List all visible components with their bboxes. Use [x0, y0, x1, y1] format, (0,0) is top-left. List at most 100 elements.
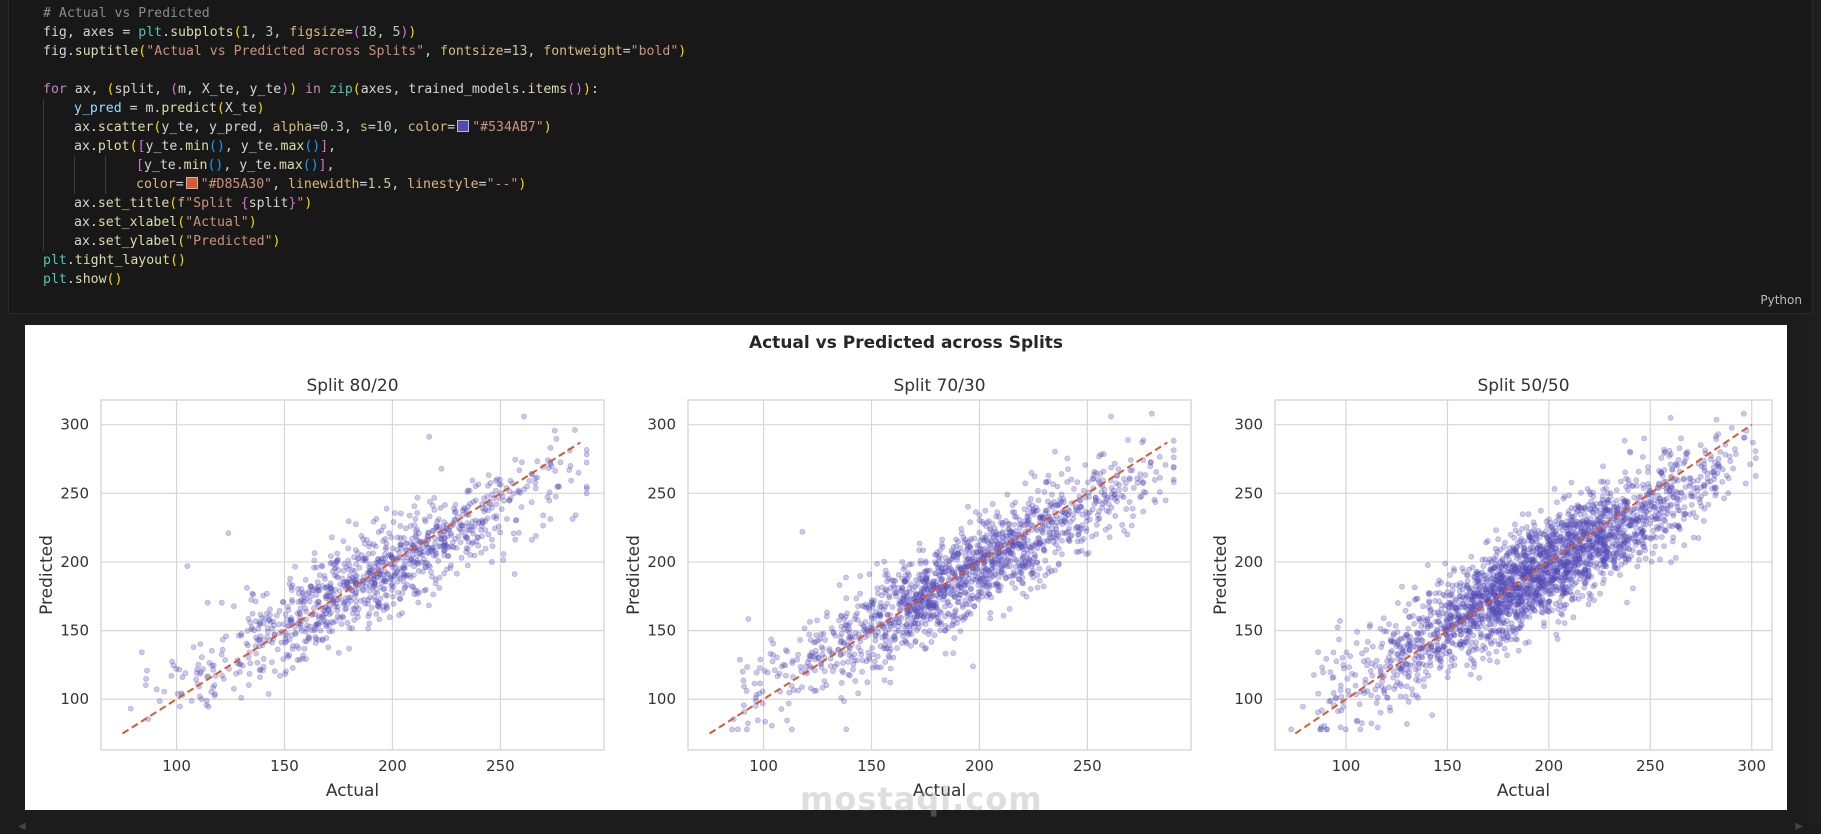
color-swatch-icon[interactable]: [457, 120, 470, 132]
scatter-point: [260, 655, 267, 662]
scatter-point: [494, 476, 501, 482]
scatter-point: [745, 616, 752, 622]
scatter-point: [1635, 539, 1642, 545]
scatter-point: [310, 605, 317, 612]
scatter-point: [176, 703, 183, 710]
scatter-point: [1128, 522, 1135, 529]
scatter-point: [1040, 546, 1047, 553]
scatter-point: [973, 548, 979, 555]
scatter-point: [230, 603, 237, 610]
scatter-point: [983, 532, 990, 539]
scatter-point: [448, 543, 455, 550]
scatter-point: [285, 607, 292, 613]
scatter-point: [922, 569, 928, 576]
scatter-point: [547, 444, 554, 451]
scatter-point: [811, 688, 818, 694]
code-token: tight_layout: [74, 253, 171, 268]
scatter-point: [914, 609, 921, 616]
scatter-point: [925, 612, 932, 619]
scatter-point: [436, 543, 443, 549]
scatter-point: [1344, 675, 1351, 682]
code-token: .: [66, 253, 75, 268]
scatter-point: [1170, 454, 1177, 461]
scatter-point: [382, 568, 388, 575]
scatter-point: [346, 562, 353, 569]
code-editor[interactable]: # Actual vs Predicted fig, axes = plt.sub…: [43, 4, 686, 289]
scatter-point: [745, 720, 751, 727]
scatter-point: [448, 532, 455, 539]
scatter-point: [303, 608, 310, 615]
scatter-point: [1661, 517, 1667, 524]
scatter-point: [1725, 490, 1732, 497]
scatter-point: [1495, 641, 1502, 648]
scatter-point: [1468, 553, 1475, 560]
scatter-point: [1025, 513, 1032, 520]
x-tick-label: 200: [378, 757, 407, 775]
scatter-point: [1624, 498, 1631, 505]
scatter-point: [319, 563, 326, 570]
scatter-point: [262, 615, 268, 622]
scatter-point: [417, 546, 424, 553]
scatter-point: [315, 636, 322, 643]
scatter-point: [1067, 519, 1074, 525]
scatter-point: [1601, 563, 1608, 569]
code-token: ): [518, 177, 527, 192]
scatter-point: [1670, 534, 1677, 541]
code-token: (: [129, 139, 138, 154]
scatter-point: [942, 650, 949, 657]
scatter-point: [453, 544, 460, 551]
scatter-point: [1506, 624, 1513, 631]
scatter-point: [425, 529, 432, 536]
scatter-point: [1330, 649, 1337, 656]
scatter-point: [1315, 690, 1322, 697]
scatter-point: [316, 572, 323, 578]
scatter-point: [515, 487, 522, 494]
scatter-point: [1049, 491, 1055, 498]
scatter-point: [245, 682, 252, 688]
scatter-point: [1129, 505, 1136, 512]
scatter-point: [263, 590, 270, 597]
scatter-point: [1454, 607, 1461, 614]
scatter-point: [843, 595, 850, 602]
scatter-point: [352, 573, 359, 580]
scatter-point: [375, 600, 382, 607]
code-cell[interactable]: # Actual vs Predicted fig, axes = plt.sub…: [8, 0, 1813, 314]
scatter-point: [1733, 451, 1739, 457]
scatter-point: [869, 645, 875, 651]
scatter-point: [1561, 602, 1567, 608]
scatter-point: [772, 667, 778, 673]
scatter-point: [1604, 479, 1611, 485]
scatter-point: [1597, 590, 1603, 597]
scatter-point: [512, 517, 519, 524]
scatter-point: [414, 559, 421, 566]
scatter-point: [210, 666, 217, 673]
scatter-point: [436, 536, 443, 542]
scatter-point: [1089, 533, 1095, 540]
scatter-point: [1011, 521, 1018, 528]
scatter-point: [243, 640, 250, 647]
scatter-point: [288, 596, 295, 603]
scatter-point: [963, 557, 970, 564]
scatter-point: [444, 543, 451, 550]
scatter-point: [459, 511, 466, 518]
color-swatch-icon[interactable]: [185, 177, 198, 189]
code-token: ,: [249, 25, 266, 40]
scatter-point: [900, 629, 906, 636]
scatter-point: [1338, 693, 1345, 700]
scatter-point: [441, 547, 448, 554]
scatter-point: [1742, 480, 1749, 487]
code-token: (): [207, 158, 224, 173]
scatter-point: [464, 488, 471, 495]
scatter-point: [583, 447, 590, 453]
scatter-point: [954, 620, 960, 626]
scatter-point: [1561, 620, 1568, 626]
scatter-point: [286, 652, 293, 659]
scatter-point: [912, 638, 919, 644]
scatter-point: [906, 623, 913, 629]
x-tick-label: 150: [270, 757, 299, 775]
scatter-point: [407, 574, 414, 581]
scatter-point: [1379, 678, 1385, 685]
scatter-point: [1409, 686, 1415, 692]
cell-language-label[interactable]: Python: [1760, 293, 1802, 307]
scatter-point: [1730, 465, 1736, 472]
